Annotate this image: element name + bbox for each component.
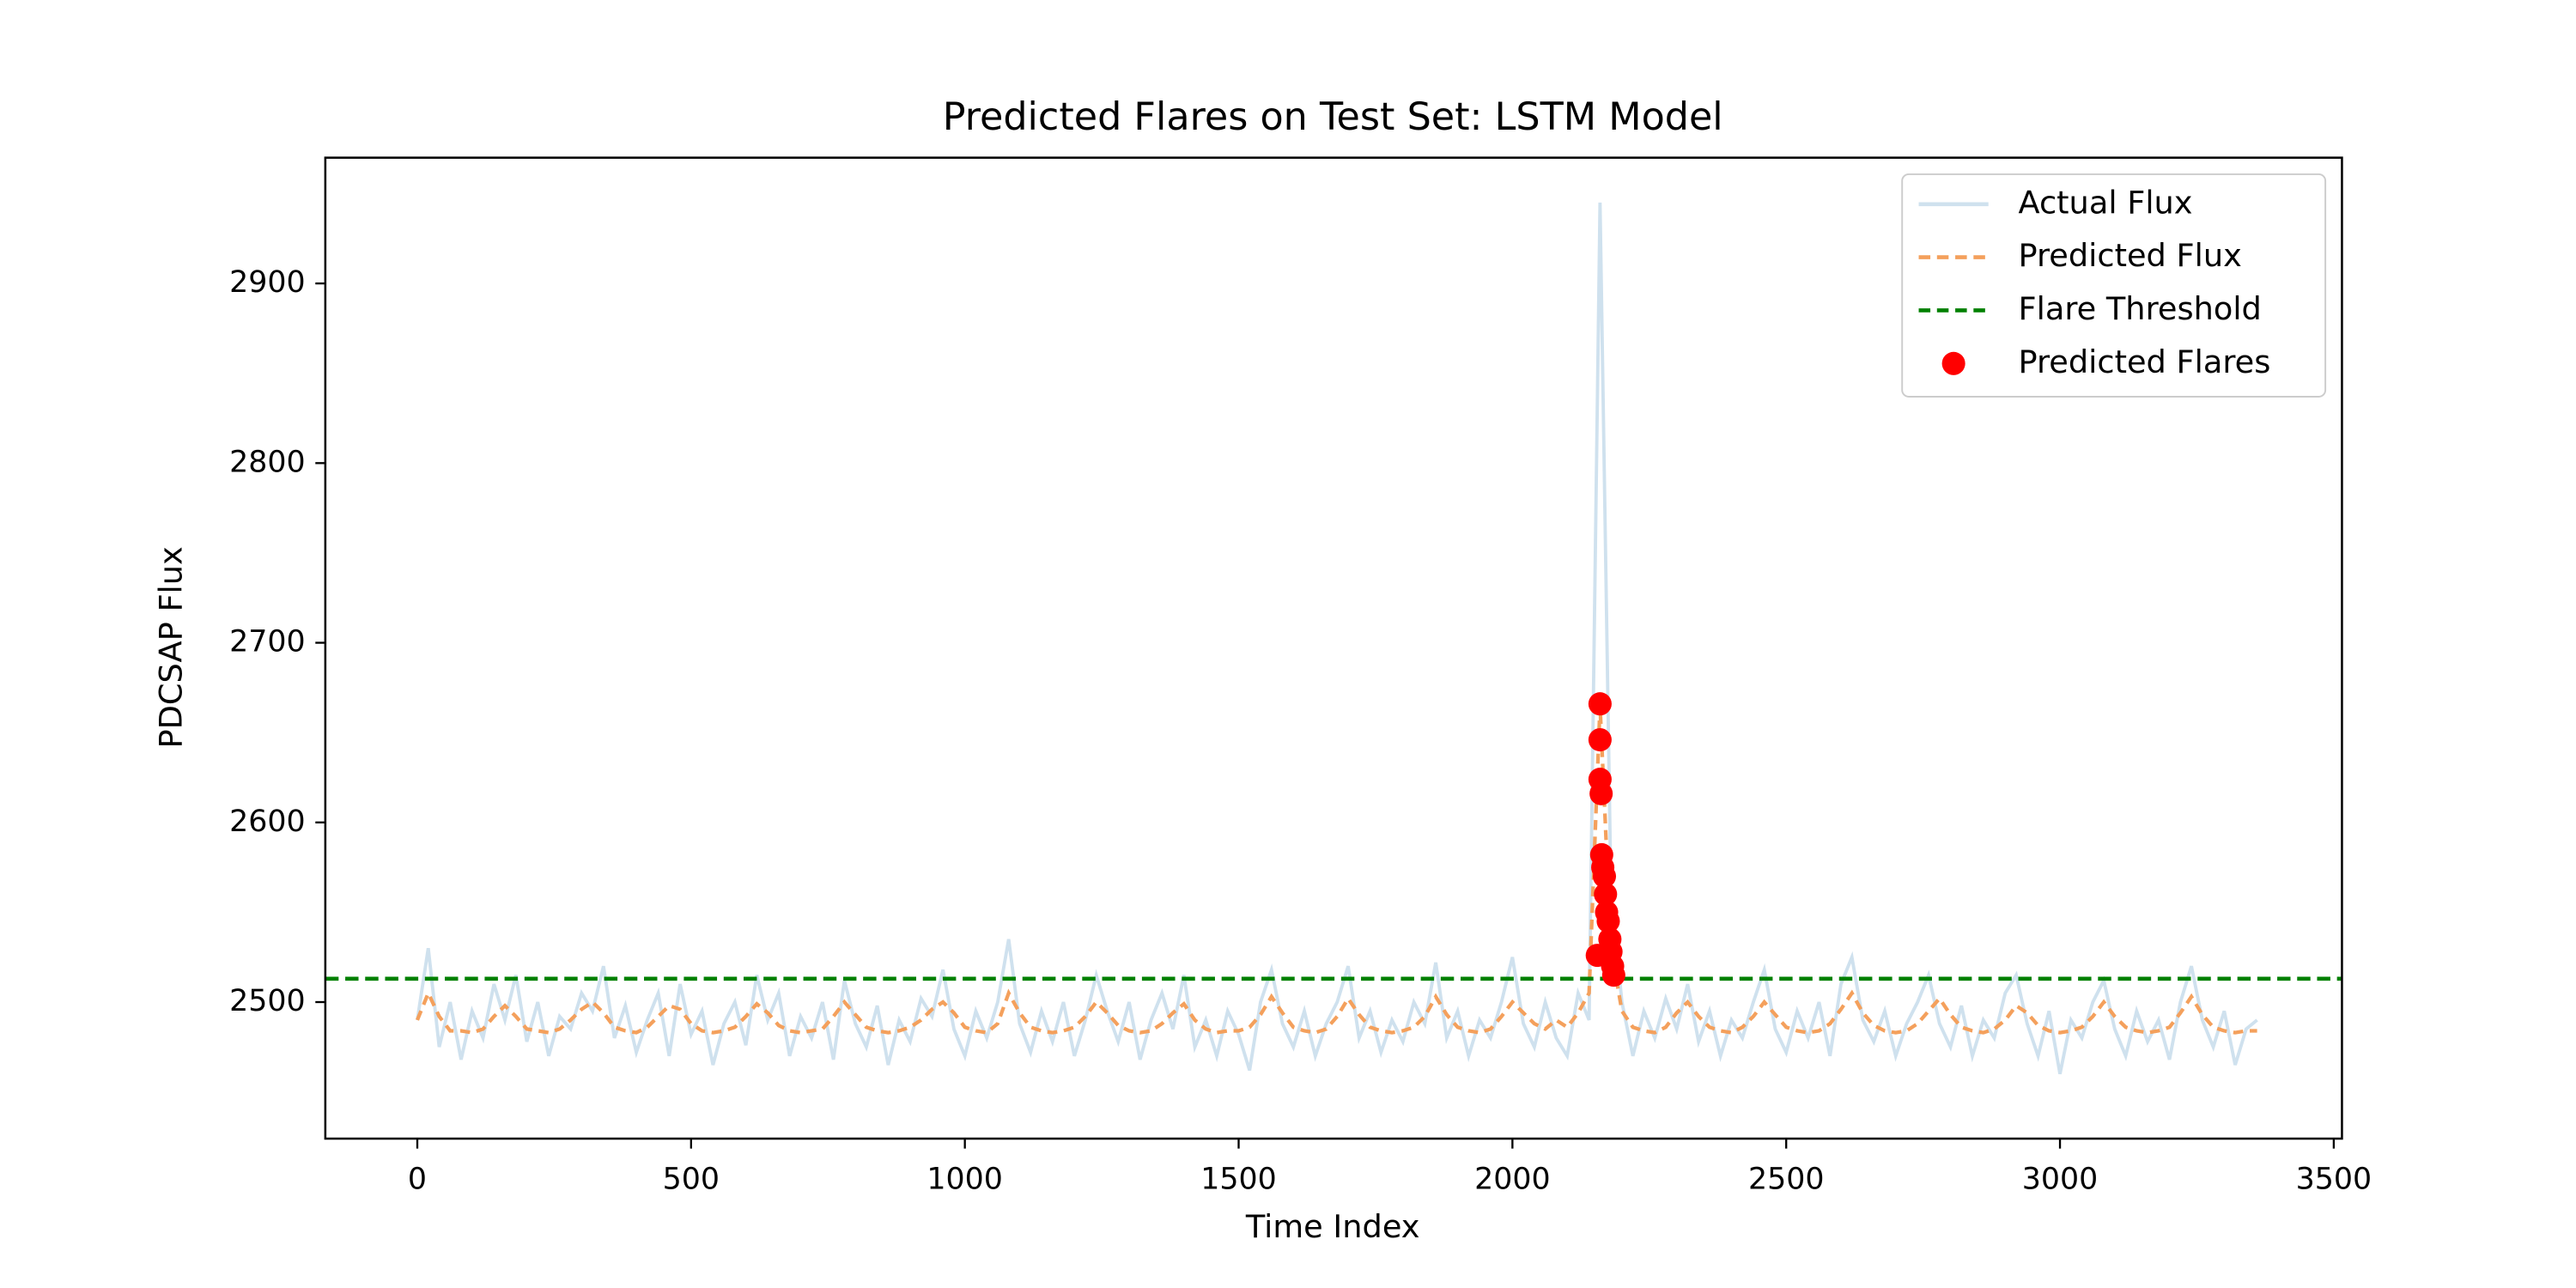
y-tick-label: 2500 [229, 984, 306, 1018]
x-tick-label: 1000 [927, 1162, 1003, 1196]
predicted-flux-line [416, 705, 2257, 1035]
y-tick-label: 2700 [229, 625, 306, 659]
axes-frame [324, 156, 2343, 1140]
flare-point [1601, 963, 1625, 987]
flare-point [1588, 728, 1612, 752]
legend-label: Flare Threshold [2019, 290, 2262, 327]
y-tick-label: 2600 [229, 805, 306, 839]
x-tick-label: 500 [663, 1162, 720, 1196]
x-tick-label: 0 [408, 1162, 427, 1196]
legend-label: Predicted Flux [2019, 237, 2242, 274]
x-tick-label: 2500 [1748, 1162, 1825, 1196]
x-tick-label: 2000 [1474, 1162, 1551, 1196]
legend-marker [1941, 351, 1965, 375]
x-tick-label: 3000 [2022, 1162, 2099, 1196]
y-tick-label: 2800 [229, 445, 306, 479]
actual-flux-line [416, 202, 2258, 1075]
flare-point [1596, 909, 1620, 933]
x-axis-label: Time Index [1245, 1208, 1420, 1245]
flare-point [1592, 865, 1617, 889]
legend-label: Predicted Flares [2019, 343, 2271, 380]
flare-point [1588, 692, 1612, 716]
plot-area [325, 202, 2342, 1075]
flare-point [1589, 781, 1613, 805]
legend-box [1901, 173, 2327, 398]
x-tick-label: 1500 [1200, 1162, 1277, 1196]
x-tick-label: 3500 [2296, 1162, 2372, 1196]
flare-point [1594, 882, 1618, 907]
legend-label: Actual Flux [2019, 184, 2193, 221]
y-tick-label: 2900 [229, 265, 306, 300]
legend: Actual Flux Predicted Flux Flare Threshold… [1901, 173, 2327, 398]
chart-title: Predicted Flares on Test Set: LSTM Model [943, 95, 1723, 139]
y-axis-label: PDCSAP Flux [153, 546, 190, 748]
